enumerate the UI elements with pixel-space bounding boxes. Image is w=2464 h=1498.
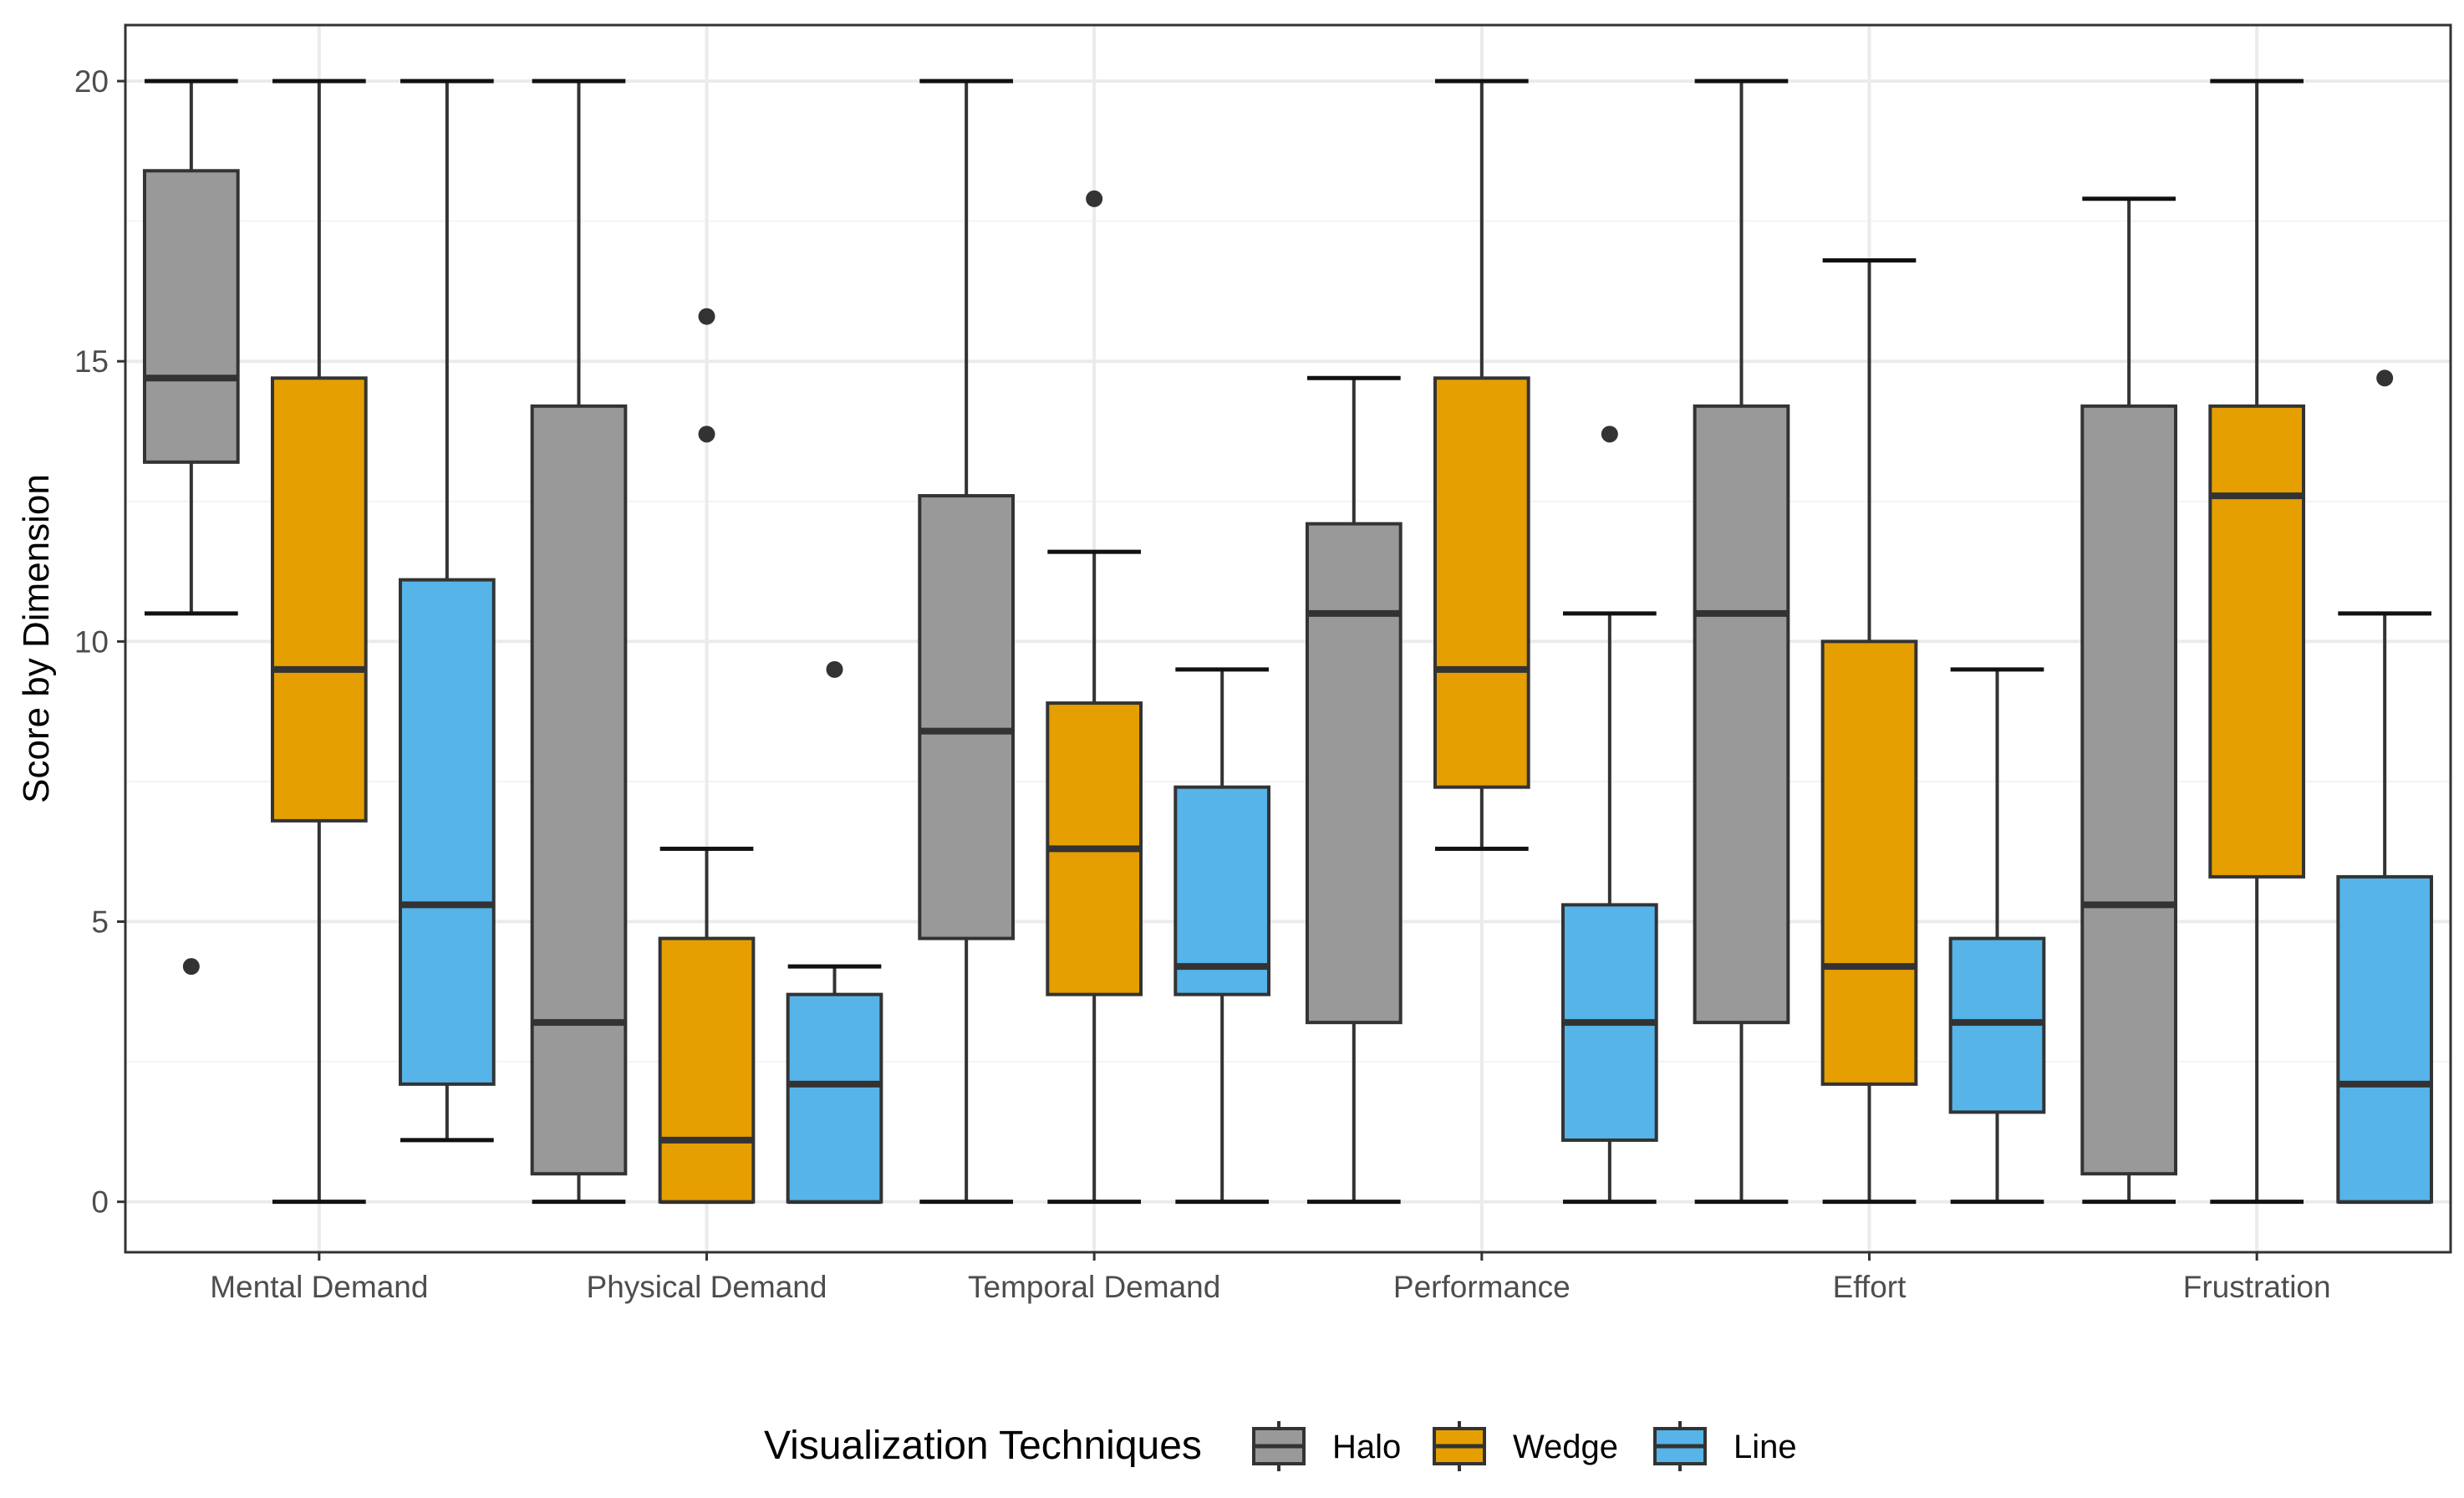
axes: 0 5 10 15 20 Mental Demand Physical Demand Temp… <box>74 64 2331 1304</box>
x-tick-label: Physical Demand <box>587 1270 827 1304</box>
legend-label: Halo <box>1332 1429 1401 1465</box>
box-iqr <box>1820 639 1918 1086</box>
box-halo <box>142 79 240 976</box>
box-iqr <box>1173 785 1271 996</box>
box-halo <box>918 79 1016 1205</box>
legend-item-halo: Halo <box>1252 1421 1401 1471</box>
box-halo <box>2080 196 2178 1205</box>
box-halo <box>1693 79 1790 1205</box>
outlier-point <box>1601 425 1618 443</box>
plot-panel-border <box>124 23 2452 1254</box>
y-axis-title: Score by Dimension <box>16 474 57 803</box>
legend-title: Visualization Techniques <box>764 1424 1202 1468</box>
y-tick-label: 10 <box>74 624 109 659</box>
legend-item-wedge: Wedge <box>1433 1421 1618 1471</box>
legend: Visualization Techniques Halo Wedge Line <box>764 1421 1797 1471</box>
box-wedge <box>1046 190 1143 1205</box>
box-iqr <box>530 404 628 1176</box>
outlier-point <box>2376 369 2394 387</box>
y-tick-label: 20 <box>74 64 109 99</box>
box-line <box>398 79 496 1143</box>
box-iqr <box>1305 522 1403 1025</box>
legend-label: Line <box>1733 1429 1797 1465</box>
outlier-point <box>826 660 843 678</box>
legend-label: Wedge <box>1513 1429 1618 1465</box>
box-line <box>786 660 883 1205</box>
outlier-point <box>698 308 715 325</box>
x-tick-label: Temporal Demand <box>968 1270 1220 1304</box>
box-halo <box>530 79 628 1205</box>
x-tick-label: Frustration <box>2183 1270 2331 1304</box>
box-wedge <box>2208 79 2306 1205</box>
box-iqr <box>142 169 240 464</box>
outlier-point <box>182 958 200 976</box>
outlier-point <box>1086 190 1103 207</box>
box-iqr <box>2080 404 2178 1176</box>
box-iqr <box>398 578 496 1086</box>
box-wedge <box>1433 79 1530 851</box>
box-layer <box>142 79 2434 1205</box>
box-iqr <box>2208 404 2306 879</box>
box-line <box>1948 667 2046 1205</box>
box-iqr <box>1433 376 1530 789</box>
box-wedge <box>1820 258 1918 1205</box>
box-wedge <box>270 79 368 1205</box>
x-tick-label: Performance <box>1393 1270 1571 1304</box>
box-iqr <box>658 936 756 1204</box>
box-line <box>1560 425 1658 1205</box>
y-tick-label: 0 <box>91 1185 109 1220</box>
box-iqr <box>270 376 368 823</box>
box-iqr <box>786 992 883 1204</box>
x-tick-label: Mental Demand <box>210 1270 428 1304</box>
box-iqr <box>1693 404 1790 1025</box>
box-iqr <box>2336 874 2434 1204</box>
box-iqr <box>918 494 1016 940</box>
box-line <box>1173 667 1271 1205</box>
box-halo <box>1305 375 1403 1205</box>
box-wedge <box>658 308 756 1205</box>
x-tick-label: Effort <box>1833 1270 1907 1304</box>
box-line <box>2336 369 2434 1205</box>
legend-item-line: Line <box>1653 1421 1797 1471</box>
y-tick-label: 15 <box>74 344 109 379</box>
outlier-point <box>698 425 715 443</box>
y-tick-label: 5 <box>91 905 109 940</box>
